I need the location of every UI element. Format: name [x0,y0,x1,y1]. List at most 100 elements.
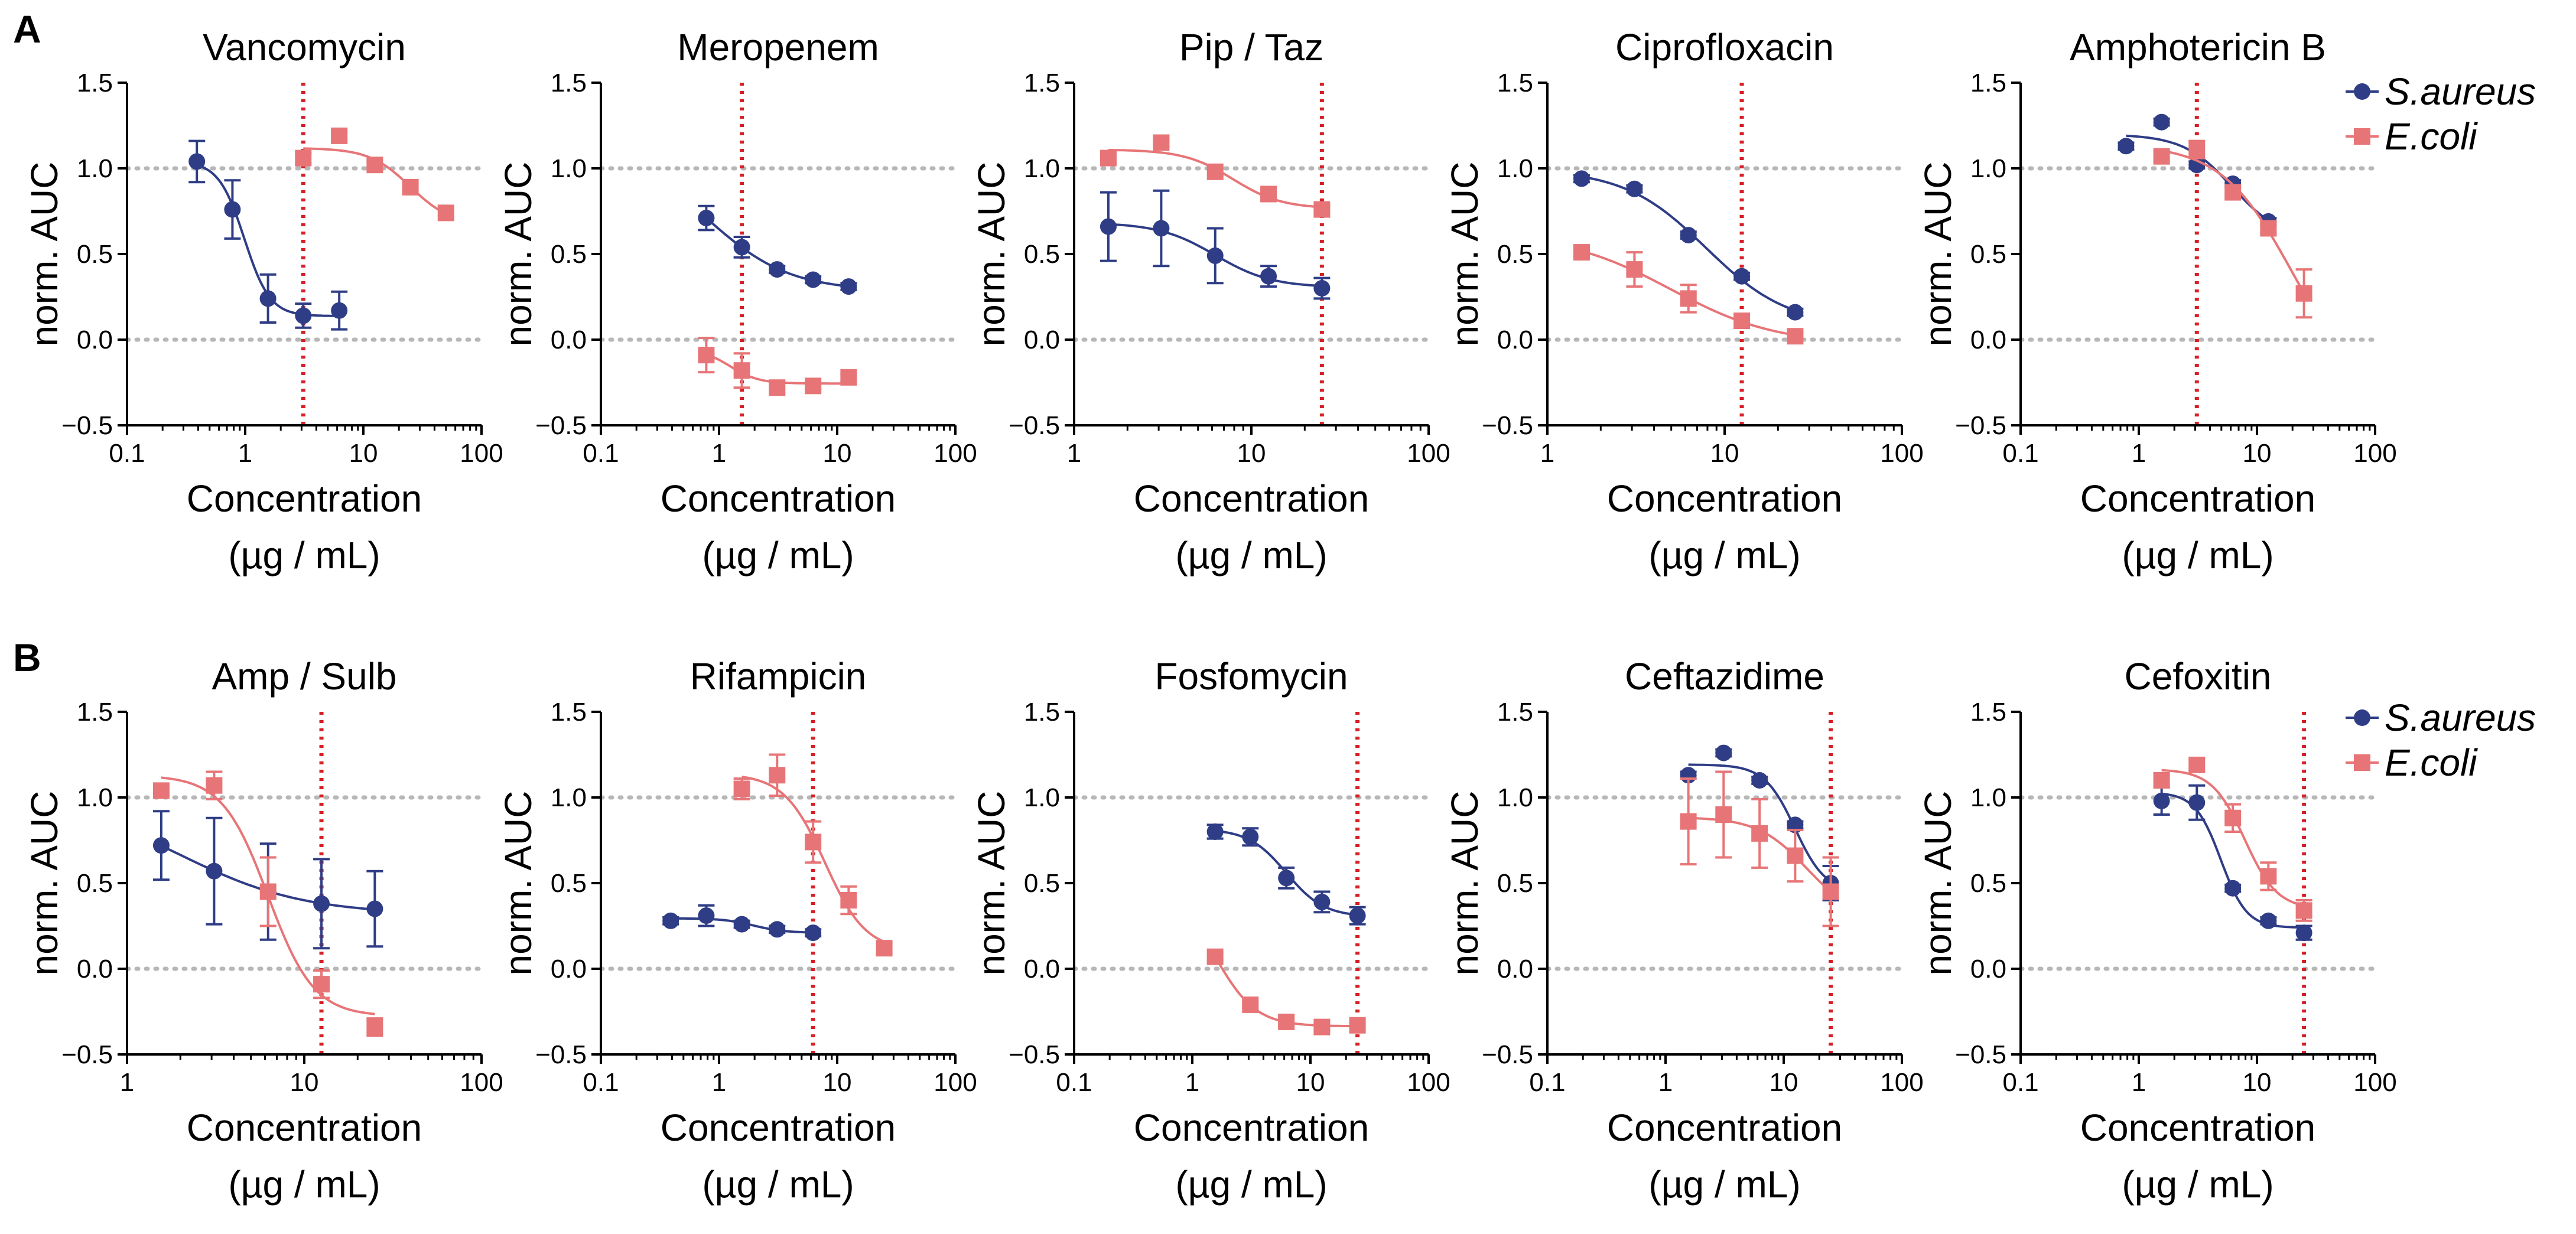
y-axis-label: norm. AUC [23,162,66,347]
data-point-s-aureus [1206,823,1224,840]
data-point-s-aureus [1153,220,1170,237]
data-point-e-coli [840,892,857,909]
chart-title: Pip / Taz [1179,26,1323,69]
chart-5: Amphotericin B −0.5 0.0 0.5 1.0 1.5 0.1 1 10 100 n… [1917,26,2397,577]
data-point-s-aureus [2153,113,2170,131]
y-tick-label: 1.5 [1497,69,1533,97]
data-point-e-coli [2260,868,2277,885]
legend-marker-s-aureus [2354,709,2370,726]
series-e-coli [733,753,893,957]
y-axis-label: norm. AUC [497,162,539,347]
data-point-s-aureus [206,862,223,880]
y-tick-label: 0.5 [77,240,113,269]
data-point-e-coli [769,379,786,396]
series-s-aureus [1206,823,1366,926]
x-tick-label: 1 [238,439,252,468]
series-e-coli [1100,134,1331,218]
x-axis-units: (µg / mL) [2122,534,2273,577]
y-tick-label: 1.0 [1497,783,1533,812]
x-tick-label: 100 [2353,1068,2396,1097]
y-tick-label: 1.5 [551,69,587,97]
x-tick-label: 0.1 [583,1068,619,1097]
data-point-e-coli [1573,244,1590,261]
data-point-e-coli [876,940,893,957]
data-point-e-coli [1313,1018,1331,1036]
data-point-e-coli [2153,772,2170,789]
series-e-coli [295,127,454,222]
data-point-e-coli [733,362,750,379]
chart-2: Meropenem −0.5 0.0 0.5 1.0 1.5 0.1 1 10 100 norm. … [497,26,977,577]
data-point-s-aureus [331,302,348,319]
legend-label: E.coli [2385,741,2478,784]
data-point-e-coli [1680,290,1697,307]
data-point-s-aureus [366,900,383,917]
chart-title: Ceftazidime [1625,655,1824,698]
chart-3: Pip / Taz −0.5 0.0 0.5 1.0 1.5 1 10 100 norm. AUC… [970,26,1450,577]
y-tick-label: −0.5 [1955,1040,2006,1069]
y-axis-label: norm. AUC [1443,791,1486,976]
data-point-e-coli [840,369,857,386]
data-point-e-coli [1100,149,1117,167]
data-point-s-aureus [1260,268,1277,285]
y-tick-label: 1.5 [1970,698,2006,727]
chart-6: Amp / Sulb −0.5 0.0 0.5 1.0 1.5 1 10 100 norm. AU… [23,655,503,1206]
data-point-s-aureus [1573,170,1590,187]
x-axis-units: (µg / mL) [228,534,380,577]
y-tick-label: 0.0 [1497,955,1533,984]
data-point-s-aureus [188,153,206,170]
y-tick-label: 0.5 [1970,869,2006,898]
data-point-e-coli [2224,184,2242,201]
data-point-s-aureus [769,261,786,278]
data-point-e-coli [2153,148,2170,165]
x-axis-units: (µg / mL) [702,1163,854,1206]
y-tick-label: −0.5 [61,411,113,440]
y-tick-label: 1.0 [551,783,587,812]
chart-title: Vancomycin [203,26,406,69]
y-tick-label: −0.5 [535,1040,587,1069]
data-point-e-coli [402,178,419,196]
data-point-e-coli [1206,163,1224,180]
data-point-e-coli [1822,883,1839,900]
x-tick-label: 100 [460,439,503,468]
series-e-coli [1680,770,1839,927]
data-point-e-coli [152,782,170,799]
y-axis-label: norm. AUC [1917,162,1959,347]
series-e-coli [1573,244,1804,345]
y-tick-label: 1.0 [551,154,587,183]
chart-title: Rifampicin [690,655,867,698]
data-point-e-coli [1751,825,1768,842]
y-tick-label: 0.5 [551,869,587,898]
y-tick-label: 0.5 [77,869,113,898]
series-s-aureus [2118,113,2277,230]
data-point-s-aureus [2118,138,2135,155]
data-point-e-coli [2295,285,2312,302]
x-tick-label: 0.1 [109,439,145,468]
data-point-s-aureus [2188,157,2206,174]
x-tick-label: 0.1 [1056,1068,1092,1097]
x-tick-label: 1 [2132,439,2146,468]
data-point-s-aureus [152,837,170,854]
series-s-aureus [698,204,857,295]
x-tick-label: 100 [1407,1068,1450,1097]
x-tick-label: 0.1 [2002,1068,2038,1097]
y-tick-label: 0.0 [1497,325,1533,354]
panel-label-a: A [13,7,41,51]
y-tick-label: 1.0 [1024,783,1060,812]
data-point-e-coli [698,347,715,364]
data-point-s-aureus [2188,794,2206,811]
data-point-s-aureus [1787,304,1804,321]
y-tick-label: 1.0 [77,154,113,183]
series-s-aureus [662,904,822,942]
data-point-e-coli [366,157,383,174]
y-tick-label: 1.5 [1970,69,2006,97]
legend-label: E.coli [2385,115,2478,158]
series-s-aureus [2153,784,2312,942]
data-point-s-aureus [1715,744,1732,761]
chart-10: Cefoxitin −0.5 0.0 0.5 1.0 1.5 0.1 1 10 100 norm. … [1917,655,2397,1206]
x-tick-label: 1 [1658,1068,1673,1097]
data-point-e-coli [295,149,312,167]
x-axis-label: Concentration [1134,477,1369,520]
y-axis-label: norm. AUC [23,791,66,976]
